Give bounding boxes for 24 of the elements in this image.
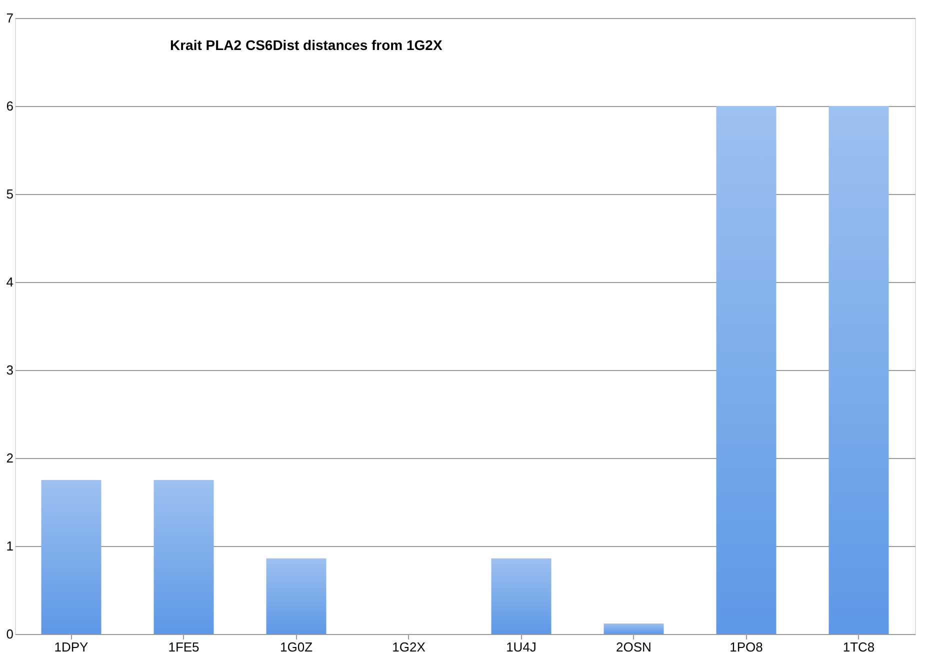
bar bbox=[491, 558, 552, 634]
y-tick-label: 1 bbox=[6, 538, 14, 554]
y-tick-label: 4 bbox=[6, 274, 14, 290]
x-tick-label: 1G2X bbox=[392, 640, 426, 654]
y-tick-label: 2 bbox=[6, 450, 14, 466]
y-tick-label: 6 bbox=[6, 98, 14, 114]
bar bbox=[41, 480, 102, 634]
x-tick-label: 1PO8 bbox=[730, 640, 763, 654]
bar bbox=[716, 106, 776, 634]
x-tick-label: 1U4J bbox=[506, 640, 536, 654]
x-tick-label: 1FE5 bbox=[168, 640, 200, 654]
bar bbox=[154, 480, 214, 634]
y-tick-label: 3 bbox=[6, 362, 14, 378]
y-tick-label: 7 bbox=[6, 10, 14, 26]
y-tick-label: 0 bbox=[6, 626, 14, 642]
x-tick-label: 1G0Z bbox=[280, 640, 313, 654]
bar bbox=[604, 623, 664, 634]
bar bbox=[266, 558, 326, 634]
x-tick-label: 1TC8 bbox=[842, 640, 875, 654]
bar bbox=[828, 106, 889, 634]
y-tick-label: 5 bbox=[6, 186, 14, 202]
x-tick-label: 2OSN bbox=[616, 640, 652, 654]
text: Krait PLA2 CS6Dist distances from 1G2X bbox=[170, 37, 443, 53]
x-tick-label: 1DPY bbox=[54, 640, 89, 654]
